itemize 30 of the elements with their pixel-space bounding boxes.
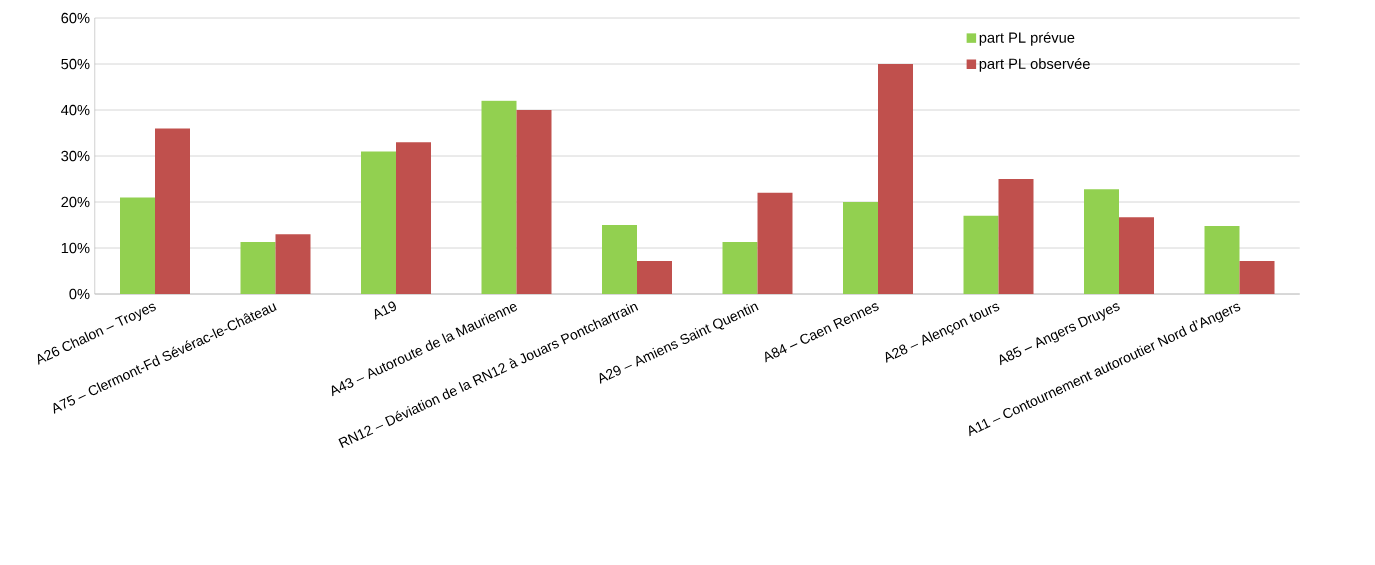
- bar: [757, 192, 793, 294]
- legend-label: part PL prévue: [979, 31, 1075, 46]
- x-tick-label: A19: [374, 301, 396, 320]
- bar: [481, 100, 517, 294]
- bar: [637, 260, 672, 294]
- bar: [602, 225, 637, 294]
- bar: [396, 142, 432, 294]
- y-tick-label: 20%: [61, 196, 90, 208]
- bar: [1239, 260, 1275, 294]
- bar: [878, 64, 914, 294]
- bar: [361, 151, 397, 294]
- bar: [275, 234, 311, 294]
- legend-label: part PL observée: [979, 58, 1090, 72]
- y-tick-label: 30%: [61, 150, 90, 162]
- y-tick-label: 40%: [61, 104, 90, 116]
- bar: [1084, 189, 1119, 294]
- bar: [843, 202, 879, 294]
- y-tick-label: 0%: [69, 288, 90, 300]
- y-tick-label: 50%: [61, 58, 90, 70]
- y-tick-label: 10%: [61, 242, 90, 254]
- y-tick-label: 60%: [61, 12, 90, 24]
- bar: [722, 242, 758, 294]
- bar: [240, 242, 276, 294]
- bar: [1119, 217, 1154, 294]
- bar: [120, 197, 155, 294]
- bar: [1204, 225, 1240, 294]
- bar: [963, 215, 999, 294]
- bar: [516, 110, 552, 294]
- bar: [998, 179, 1034, 294]
- bar: [155, 128, 190, 294]
